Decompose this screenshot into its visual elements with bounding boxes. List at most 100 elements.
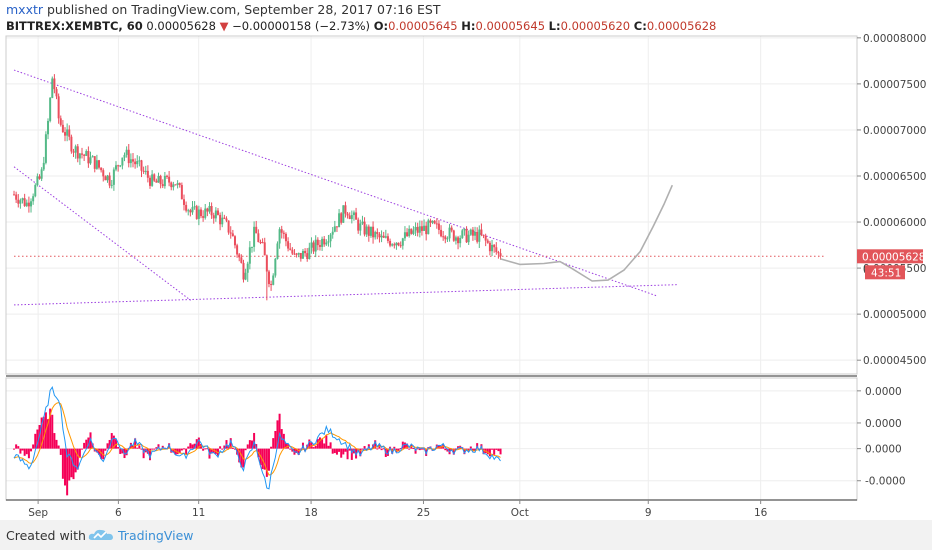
candle-body [238, 254, 241, 258]
histogram-bar [295, 448, 298, 453]
histogram-bar [284, 442, 287, 449]
histogram-bar [83, 442, 86, 449]
candle-body [304, 251, 307, 254]
histogram-bar [418, 448, 421, 451]
histogram-bar [278, 413, 281, 449]
candle-body [172, 184, 175, 188]
candle-body [112, 169, 115, 185]
histogram-bar [36, 429, 39, 449]
candle-body [129, 159, 132, 164]
histogram-bar [482, 448, 485, 455]
price-chart[interactable]: 0.00008000 0.00007500 0.00007000 0.00006500… [0, 0, 932, 520]
candle-body [155, 180, 158, 183]
candle-body [344, 205, 347, 214]
candle-body [284, 233, 287, 242]
histogram-bar [140, 448, 143, 450]
price-tick-label: 0.00006500 [863, 171, 926, 183]
candle-body [259, 242, 262, 244]
candle-body [34, 185, 37, 197]
candle-body [261, 242, 264, 244]
candle-body [255, 226, 258, 234]
candle-body [374, 231, 377, 238]
candle-body [236, 245, 239, 255]
candle-body [338, 213, 341, 228]
histogram-bar [172, 448, 175, 453]
histogram-bar [151, 448, 154, 450]
candle-body [329, 234, 332, 242]
candle-body [372, 226, 375, 238]
candle-body [57, 96, 60, 119]
macd-axis[interactable]: 0.0000 0.0000 0.0000 -0.0000 [857, 386, 906, 488]
candle-body [433, 220, 436, 224]
time-axis[interactable]: Sep 6 11 18 25 Oct 9 16 [28, 500, 768, 519]
candle-body [446, 238, 449, 240]
projection-curve [500, 184, 674, 282]
candle-body [459, 237, 462, 244]
histogram-bar [261, 448, 264, 470]
histogram-bar [47, 419, 50, 449]
price-pane-border [5, 35, 858, 375]
publish-header: mxxtr published on TradingView.com, Sept… [6, 2, 440, 17]
candle-body [53, 78, 56, 90]
candle-body [391, 244, 394, 246]
histogram-bar [25, 448, 28, 455]
candle-body [168, 176, 171, 183]
candle-body [195, 206, 198, 219]
candle-body [442, 236, 445, 238]
histogram-bar [138, 445, 141, 449]
histogram-bar [376, 448, 379, 450]
candle-body [202, 216, 205, 218]
histogram-bar [380, 448, 383, 451]
candle-body [138, 160, 141, 162]
histogram-bar [42, 416, 45, 449]
time-tick-label: 18 [304, 507, 317, 519]
candle-body [287, 241, 290, 249]
histogram-bar [378, 444, 381, 449]
tradingview-brand-link[interactable]: TradingView [118, 528, 194, 543]
candle-body [333, 226, 336, 232]
candle-body [189, 210, 192, 213]
candle-body [342, 205, 345, 223]
histogram-bar [416, 448, 419, 450]
price-tick-label: 0.00007000 [863, 125, 926, 137]
candle-body [474, 231, 477, 236]
price-tick-label: 0.00005000 [863, 309, 926, 321]
histogram-bar [363, 446, 366, 449]
price-axis[interactable]: 0.00008000 0.00007500 0.00007000 0.00006500… [857, 33, 926, 367]
histogram-bar [185, 448, 188, 455]
histogram-bar [85, 439, 88, 449]
candle-body [431, 220, 434, 223]
macd-tick-label: 0.0000 [865, 418, 902, 430]
time-tick-label: 11 [192, 507, 205, 519]
candle-body [395, 242, 398, 246]
histogram-bar [78, 448, 81, 457]
candle-body [231, 233, 234, 237]
candle-body [106, 175, 109, 181]
histogram-bar [148, 448, 151, 461]
author-link[interactable]: mxxtr [6, 2, 44, 17]
candle-body [293, 253, 296, 255]
last-price-badge-label: 0.00005628 [862, 251, 925, 263]
candle-body [163, 175, 166, 187]
candle-body [363, 221, 366, 235]
histogram-bar [308, 439, 311, 449]
candle-body [55, 89, 58, 97]
candle-body [384, 236, 387, 238]
candle-body [325, 242, 328, 245]
candle-body [301, 251, 304, 259]
candle-body [448, 227, 451, 239]
tradingview-cloud-icon[interactable] [88, 528, 114, 542]
histogram-bar [444, 448, 447, 451]
candle-body [357, 219, 360, 231]
candle-body [335, 226, 338, 228]
candle-body [412, 230, 415, 234]
histogram-bar [348, 448, 351, 451]
histogram-bar [403, 442, 406, 449]
candle-body [170, 182, 173, 188]
time-tick-label: Oct [511, 507, 529, 519]
candle-body [440, 229, 443, 237]
histogram-bar [100, 448, 103, 459]
candle-body [414, 226, 417, 231]
histogram-bar [221, 448, 224, 450]
candle-body [227, 220, 230, 233]
